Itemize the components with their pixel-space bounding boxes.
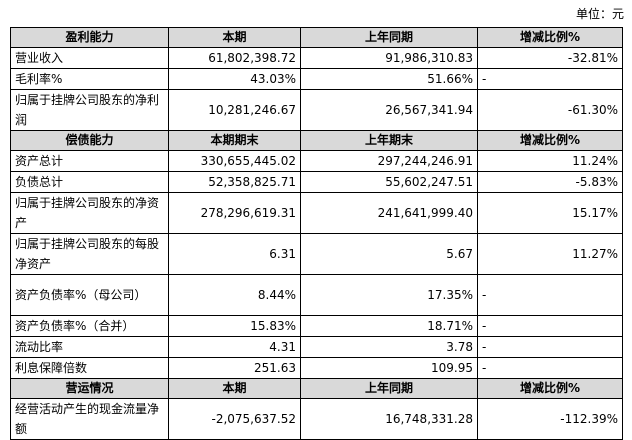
- value-cell: 4.31: [168, 336, 301, 358]
- data-row: 营业收入 61,802,398.72 91,986,310.83 -32.81%: [10, 47, 623, 69]
- data-row: 资产总计 330,655,445.02 297,244,246.91 11.24%: [10, 150, 623, 172]
- row-label: 资产负债率%（母公司）: [10, 274, 169, 316]
- value-cell: 11.27%: [477, 233, 623, 275]
- row-label: 归属于挂牌公司股东的净利润: [10, 89, 169, 131]
- row-label: 营业收入: [10, 47, 169, 69]
- row-label: 归属于挂牌公司股东的每股净资产: [10, 233, 169, 275]
- section-header-row: 营运情况 本期 上年同期 增减比例%: [10, 378, 623, 399]
- data-row: 归属于挂牌公司股东的每股净资产 6.31 5.67 11.27%: [10, 233, 623, 275]
- row-label: 流动比率: [10, 336, 169, 358]
- data-row: 资产负债率%（合并） 15.83% 18.71% -: [10, 315, 623, 337]
- row-label: 经营活动产生的现金流量净额: [10, 398, 169, 440]
- value-cell: -: [477, 68, 623, 90]
- value-cell: 15.83%: [168, 315, 301, 337]
- row-label: 资产负债率%（合并）: [10, 315, 169, 337]
- value-cell: 51.66%: [300, 68, 478, 90]
- data-row: 归属于挂牌公司股东的净资产 278,296,619.31 241,641,999.4…: [10, 192, 623, 234]
- header-cell: 上年同期: [300, 27, 478, 48]
- value-cell: 43.03%: [168, 68, 301, 90]
- value-cell: 16,748,331.28: [300, 398, 478, 440]
- value-cell: -5.83%: [477, 171, 623, 193]
- value-cell: 52,358,825.71: [168, 171, 301, 193]
- value-cell: -: [477, 315, 623, 337]
- header-cell: 增减比例%: [477, 130, 623, 151]
- value-cell: 10,281,246.67: [168, 89, 301, 131]
- value-cell: 91,986,310.83: [300, 47, 478, 69]
- value-cell: -112.39%: [477, 398, 623, 440]
- section-header-row: 偿债能力 本期期末 上年期末 增减比例%: [10, 130, 623, 151]
- header-cell: 上年同期: [300, 378, 478, 399]
- value-cell: -: [477, 274, 623, 316]
- value-cell: -32.81%: [477, 47, 623, 69]
- value-cell: 3.78: [300, 336, 478, 358]
- value-cell: 8.44%: [168, 274, 301, 316]
- value-cell: 278,296,619.31: [168, 192, 301, 234]
- value-cell: -: [477, 357, 623, 379]
- value-cell: -2,075,637.52: [168, 398, 301, 440]
- value-cell: 251.63: [168, 357, 301, 379]
- data-row: 毛利率% 43.03% 51.66% -: [10, 68, 623, 90]
- value-cell: -: [477, 336, 623, 358]
- data-row: 归属于挂牌公司股东的净利润 10,281,246.67 26,567,341.94-…: [10, 89, 623, 131]
- header-cell: 增减比例%: [477, 27, 623, 48]
- value-cell: 26,567,341.94: [300, 89, 478, 131]
- value-cell: 6.31: [168, 233, 301, 275]
- value-cell: -61.30%: [477, 89, 623, 131]
- data-row: 经营活动产生的现金流量净额 -2,075,637.52 16,748,331.28-…: [10, 398, 623, 440]
- unit-label: 单位：元: [575, 7, 624, 21]
- header-cell: 营运情况: [10, 378, 169, 399]
- header-cell: 本期期末: [168, 130, 301, 151]
- row-label: 毛利率%: [10, 68, 169, 90]
- value-cell: 17.35%: [300, 274, 478, 316]
- value-cell: 61,802,398.72: [168, 47, 301, 69]
- header-cell: 上年期末: [300, 130, 478, 151]
- header-cell: 偿债能力: [10, 130, 169, 151]
- financial-table: 盈利能力 本期 上年同期 增减比例% 营业收入 61,802,398.72 91,986,3…: [10, 27, 623, 440]
- header-cell: 本期: [168, 378, 301, 399]
- value-cell: 109.95: [300, 357, 478, 379]
- value-cell: 330,655,445.02: [168, 150, 301, 172]
- value-cell: 297,244,246.91: [300, 150, 478, 172]
- data-row: 利息保障倍数 251.63 109.95-: [10, 357, 623, 379]
- value-cell: 241,641,999.40: [300, 192, 478, 234]
- value-cell: 15.17%: [477, 192, 623, 234]
- section-header-row: 盈利能力 本期 上年同期 增减比例%: [10, 27, 623, 48]
- header-cell: 本期: [168, 27, 301, 48]
- value-cell: 55,602,247.51: [300, 171, 478, 193]
- value-cell: 5.67: [300, 233, 478, 275]
- row-label: 归属于挂牌公司股东的净资产: [10, 192, 169, 234]
- header-cell: 增减比例%: [477, 378, 623, 399]
- data-row: 负债总计 52,358,825.71 55,602,247.51 -5.83%: [10, 171, 623, 193]
- value-cell: 18.71%: [300, 315, 478, 337]
- header-cell: 盈利能力: [10, 27, 169, 48]
- row-label: 利息保障倍数: [10, 357, 169, 379]
- value-cell: 11.24%: [477, 150, 623, 172]
- data-row: 流动比率 4.31 3.78-: [10, 336, 623, 358]
- row-label: 负债总计: [10, 171, 169, 193]
- data-row: 资产负债率%（母公司） 8.44% 17.35% -: [10, 274, 623, 316]
- page: 单位：元 盈利能力 本期 上年同期 增减比例% 营业收入 61,802,398.72 91,…: [10, 7, 624, 440]
- row-label: 资产总计: [10, 150, 169, 172]
